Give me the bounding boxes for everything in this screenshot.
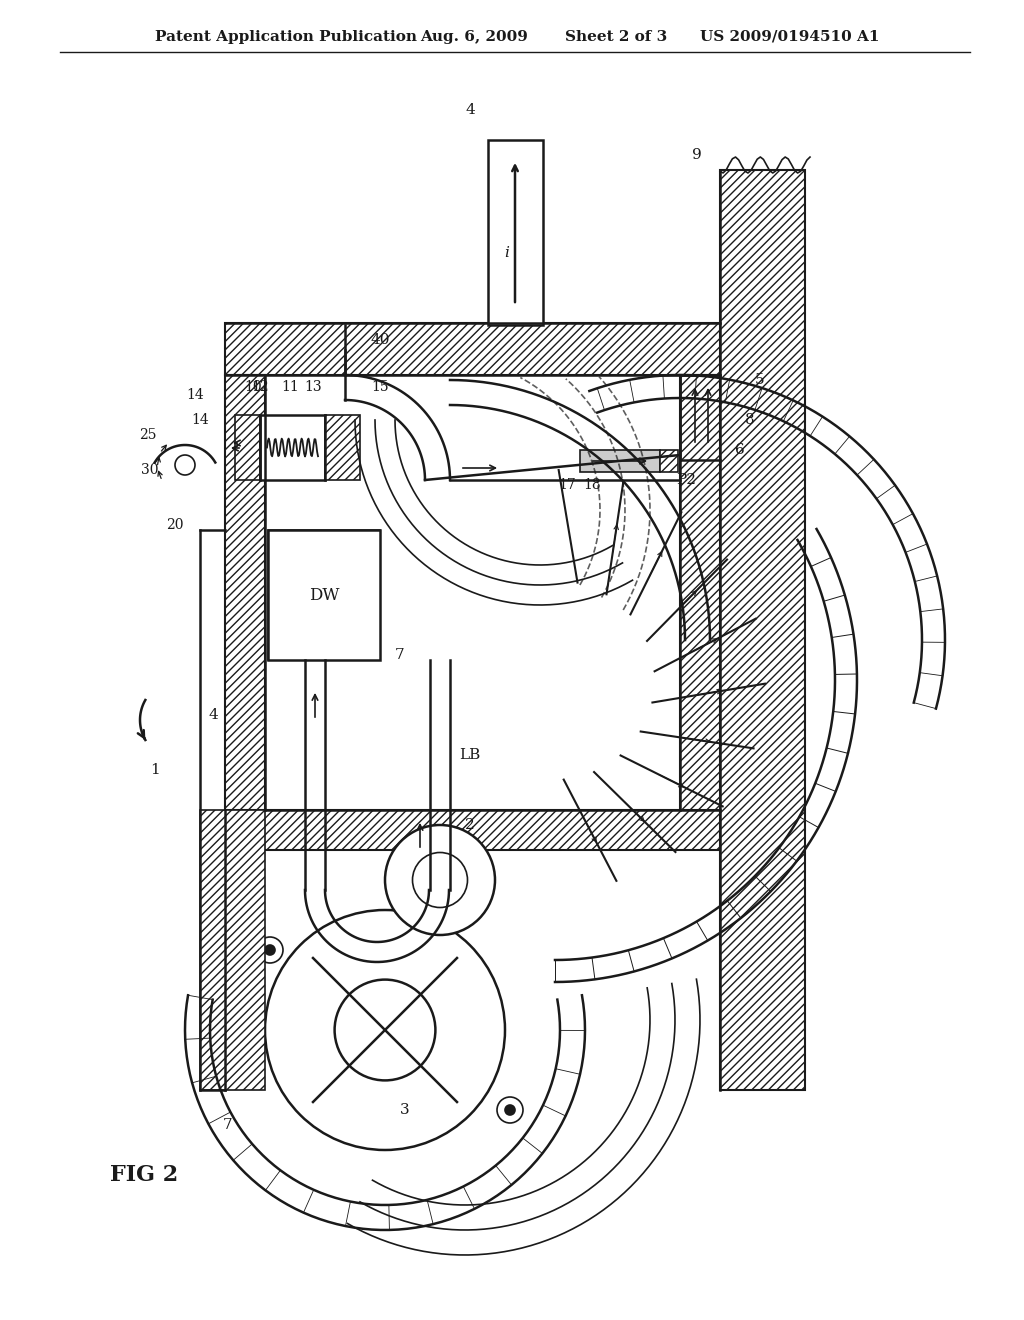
Text: 17: 17 [558,478,575,492]
Polygon shape [720,170,805,1090]
Text: 14: 14 [186,388,204,403]
Text: 15: 15 [371,380,389,393]
Text: 7: 7 [223,1118,232,1133]
Text: 30: 30 [141,463,159,477]
Text: 13: 13 [304,380,322,393]
Text: 14: 14 [191,413,209,426]
Bar [268,531,380,660]
Text: 4: 4 [465,103,475,117]
Text: 18: 18 [584,478,601,492]
Text: 8: 8 [745,413,755,426]
Bar [260,414,325,480]
Text: 1: 1 [151,763,160,777]
Text: 40: 40 [371,333,390,347]
Text: Sheet 2 of 3: Sheet 2 of 3 [565,30,668,44]
Text: 9: 9 [692,148,702,162]
Text: FIG 2: FIG 2 [110,1164,178,1185]
Text: 4: 4 [208,708,218,722]
Text: 5: 5 [755,374,765,387]
Polygon shape [660,450,678,473]
Text: 10: 10 [244,380,262,393]
Text: Patent Application Publication: Patent Application Publication [155,30,417,44]
Circle shape [175,455,195,475]
Circle shape [497,1097,523,1123]
Polygon shape [680,375,720,810]
Circle shape [265,945,275,954]
Text: 20: 20 [166,517,183,532]
Circle shape [265,909,505,1150]
Text: P2: P2 [676,473,696,487]
Polygon shape [268,531,380,660]
Text: DW: DW [309,586,339,603]
Text: 2: 2 [465,818,475,832]
Polygon shape [200,810,265,1090]
Bar [580,450,660,473]
Bar [488,140,543,325]
Polygon shape [225,375,265,850]
Circle shape [257,937,283,964]
Text: 11: 11 [282,380,299,393]
Text: LB: LB [460,748,480,762]
Polygon shape [225,810,720,850]
Polygon shape [225,323,720,375]
Text: Aug. 6, 2009: Aug. 6, 2009 [420,30,528,44]
Text: i: i [505,246,509,260]
Text: 7: 7 [395,648,404,663]
Text: 6: 6 [735,444,744,457]
Polygon shape [234,414,260,480]
Circle shape [413,853,468,908]
Text: 25: 25 [139,428,157,442]
Circle shape [335,979,435,1080]
Text: 12: 12 [251,380,269,393]
Circle shape [385,825,495,935]
Text: US 2009/0194510 A1: US 2009/0194510 A1 [700,30,880,44]
Polygon shape [325,414,360,480]
Text: 3: 3 [400,1104,410,1117]
Circle shape [505,1105,515,1115]
